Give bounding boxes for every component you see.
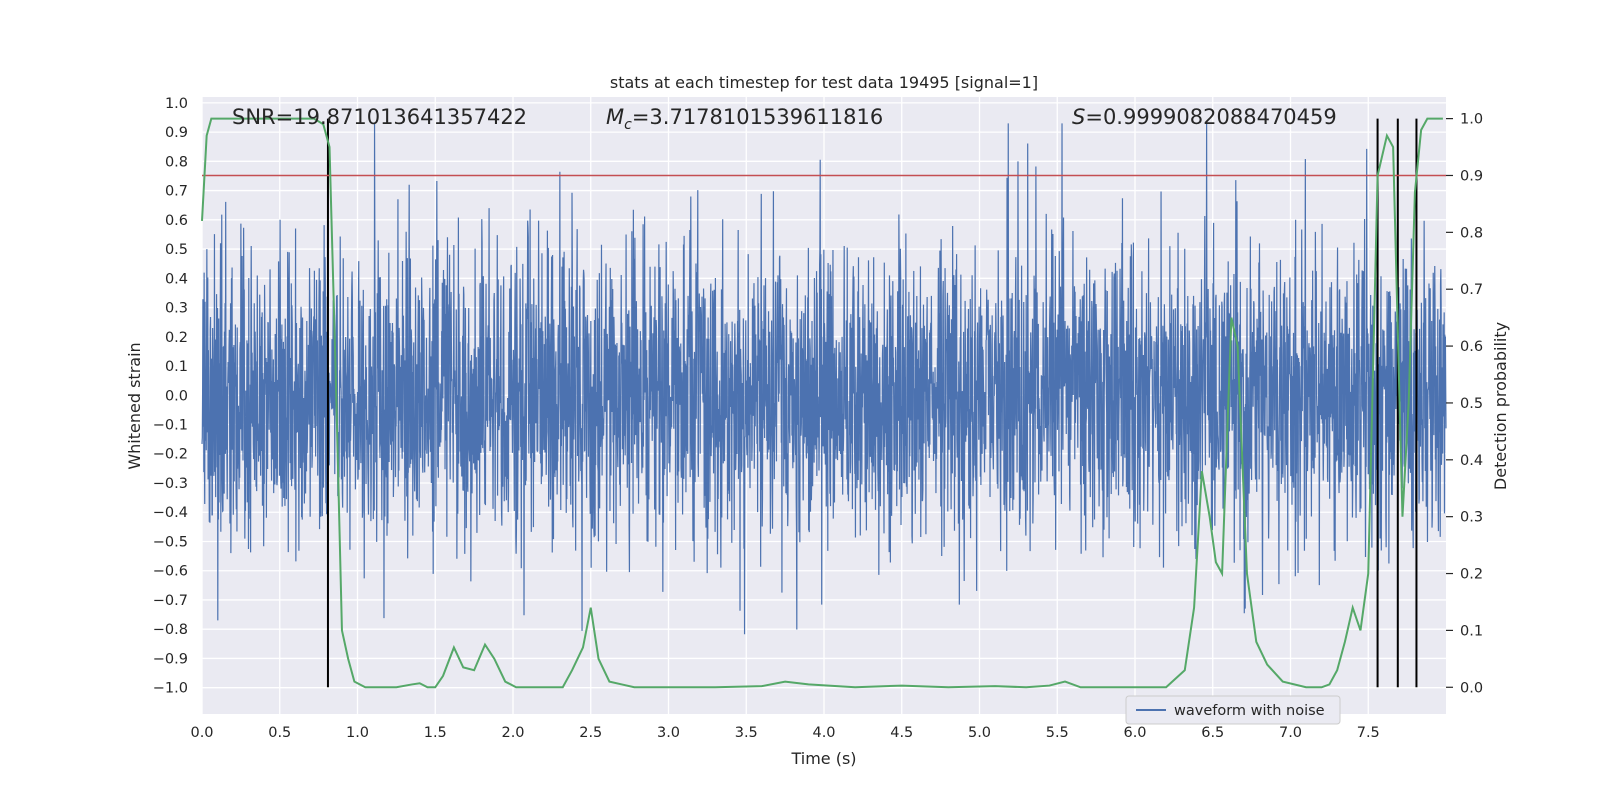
- y-right-tick-label: 0.6: [1460, 339, 1483, 355]
- y-right-tick-label: 0.8: [1460, 225, 1483, 241]
- legend-box: [1125, 695, 1341, 725]
- y-left-tick-label: −0.7: [153, 593, 188, 609]
- x-tick-label: 5.0: [968, 725, 991, 741]
- probability-line: [201, 117, 1443, 689]
- y-left-tick-label: 0.5: [165, 242, 188, 258]
- y-left-tick-label: −0.4: [153, 505, 188, 521]
- x-tick-label: 1.5: [424, 725, 447, 741]
- x-tick-label: 0.0: [190, 725, 213, 741]
- y-left-tick-label: 0.0: [165, 388, 188, 404]
- x-tick-label: 2.0: [501, 725, 524, 741]
- y-right-tick-label: 1.0: [1460, 112, 1483, 128]
- x-tick-label: 7.0: [1279, 725, 1302, 741]
- y-left-tick-label: −0.9: [153, 651, 188, 667]
- y-left-tick-label: 0.4: [165, 271, 188, 287]
- y-right-axis-label: Detection probability: [1491, 322, 1510, 490]
- x-axis-ticks: 0.0 0.5 1.0 1.5 2.0 2.5 3.0 3.5 4.0 4.5 5.0 5.5 6.0 6…: [190, 725, 1379, 741]
- y-left-tick-label: 0.6: [165, 213, 188, 229]
- y-left-axis-label: Whitened strain: [125, 342, 144, 469]
- y-right-axis-ticks: 1.0 0.9 0.8 0.7 0.6 0.5 0.4 0.3 0.2 0.1 0.0: [1446, 112, 1483, 696]
- y-left-tick-label: −0.8: [153, 622, 188, 638]
- x-tick-label: 5.5: [1046, 725, 1069, 741]
- x-tick-label: 4.5: [890, 725, 913, 741]
- y-left-tick-label: 0.3: [165, 301, 188, 317]
- y-right-tick-label: 0.1: [1460, 623, 1483, 639]
- y-left-tick-label: −0.1: [153, 418, 188, 434]
- y-right-tick-label: 0.5: [1460, 396, 1483, 412]
- x-tick-label: 4.0: [812, 725, 835, 741]
- significance-symbol: S: [1072, 105, 1085, 129]
- legend-label: waveform with noise: [1174, 703, 1325, 719]
- y-left-tick-label: −0.3: [153, 476, 188, 492]
- chirp-mass-value: =3.7178101539611816: [632, 105, 883, 129]
- chart-title: stats at each timestep for test data 194…: [610, 73, 1038, 92]
- chirp-mass-symbol: M: [606, 105, 624, 129]
- x-tick-label: 6.0: [1123, 725, 1146, 741]
- y-left-tick-label: 0.7: [165, 184, 188, 200]
- y-left-tick-label: 0.9: [165, 125, 188, 141]
- y-left-tick-label: −1.0: [153, 681, 188, 697]
- y-right-tick-label: 0.7: [1460, 282, 1483, 298]
- y-right-tick-label: 0.3: [1460, 510, 1483, 526]
- x-tick-label: 3.0: [657, 725, 680, 741]
- y-left-tick-label: 0.1: [165, 359, 188, 375]
- y-left-tick-label: −0.5: [153, 534, 188, 550]
- chirp-mass-subscript: c: [624, 117, 632, 133]
- chirp-mass-annotation: Mc=3.7178101539611816: [606, 105, 883, 133]
- y-left-tick-label: −0.6: [153, 564, 188, 580]
- x-tick-label: 1.0: [346, 725, 369, 741]
- significance-value: =0.9999082088470459: [1085, 105, 1336, 129]
- y-left-tick-label: 1.0: [165, 96, 188, 112]
- significance-annotation: S=0.9999082088470459: [1072, 105, 1337, 129]
- x-tick-label: 6.5: [1201, 725, 1224, 741]
- x-tick-label: 2.5: [579, 725, 602, 741]
- y-right-tick-label: 0.0: [1460, 680, 1483, 696]
- y-left-tick-label: 0.8: [165, 154, 188, 170]
- x-tick-label: 0.5: [268, 725, 291, 741]
- legend: waveform with noise: [1125, 695, 1341, 725]
- y-right-tick-label: 0.4: [1460, 453, 1483, 469]
- y-right-tick-label: 0.9: [1460, 168, 1483, 184]
- x-axis-label: Time (s): [790, 749, 856, 768]
- y-left-tick-label: −0.2: [153, 447, 188, 463]
- y-left-axis-ticks: 1.0 0.9 0.8 0.7 0.6 0.5 0.4 0.3 0.2 0.1 0.0 −0.1 −0.…: [153, 96, 188, 697]
- snr-annotation: SNR=19.871013641357422: [232, 105, 527, 129]
- y-right-tick-label: 0.2: [1460, 567, 1483, 583]
- y-left-tick-label: 0.2: [165, 330, 188, 346]
- x-tick-label: 3.5: [735, 725, 758, 741]
- x-tick-label: 7.5: [1357, 725, 1380, 741]
- overlay-layer: [201, 117, 1446, 689]
